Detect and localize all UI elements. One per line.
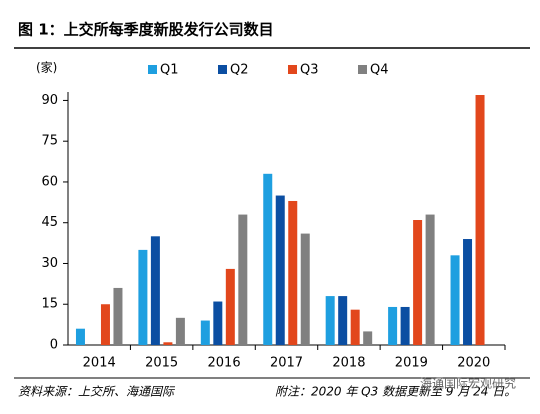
bar [113, 287, 123, 345]
bar [175, 317, 185, 345]
bar [450, 255, 460, 345]
x-tick-label: 2020 [457, 356, 490, 371]
legend-swatch [148, 65, 157, 74]
legend-swatch [288, 65, 297, 74]
y-unit: (家) [36, 60, 57, 75]
x-tick-label: 2017 [270, 356, 303, 371]
watermark: 海通国际宏观研究 [420, 376, 516, 391]
y-tick-label: 90 [41, 93, 58, 108]
y-tick-label: 60 [41, 174, 58, 189]
legend-label: Q4 [370, 63, 389, 78]
bar [263, 173, 273, 345]
bar [163, 342, 173, 345]
legend-swatch [358, 65, 367, 74]
bar [75, 328, 85, 345]
x-tick-label: 2015 [145, 356, 178, 371]
bar [238, 214, 248, 345]
bar [475, 95, 485, 345]
legend-label: Q1 [160, 63, 179, 78]
y-tick-label: 0 [50, 338, 58, 353]
y-tick-label: 15 [41, 297, 58, 312]
bar [150, 236, 160, 345]
legend-label: Q3 [300, 63, 319, 78]
x-tick-label: 2014 [83, 356, 116, 371]
note: 附注：2020 年 Q3 数据更新至 9 月 24 日。 [275, 385, 516, 399]
bar [225, 268, 235, 345]
bar [288, 200, 298, 345]
legend-label: Q2 [230, 63, 249, 78]
bar [325, 296, 335, 345]
bar [200, 320, 210, 345]
x-tick-label: 2019 [395, 356, 428, 371]
legend-swatch [218, 65, 227, 74]
bar [213, 301, 223, 345]
y-tick-label: 45 [41, 215, 58, 230]
bar [363, 331, 373, 345]
source: 资料来源：上交所、海通国际 [18, 385, 176, 399]
bar [388, 306, 398, 345]
bar [300, 233, 310, 345]
x-tick-label: 2018 [332, 356, 365, 371]
bar [275, 195, 285, 345]
bar [338, 296, 348, 345]
y-tick-label: 30 [41, 256, 58, 271]
bar [463, 239, 473, 345]
bar [425, 214, 435, 345]
bar [413, 220, 423, 345]
chart-title: 图 1：上交所每季度新股发行公司数目 [18, 21, 274, 39]
bar [100, 304, 110, 345]
x-tick-label: 2016 [208, 356, 241, 371]
bar [350, 309, 360, 345]
bar [400, 306, 410, 345]
bar [138, 249, 148, 345]
y-tick-label: 75 [41, 134, 58, 149]
